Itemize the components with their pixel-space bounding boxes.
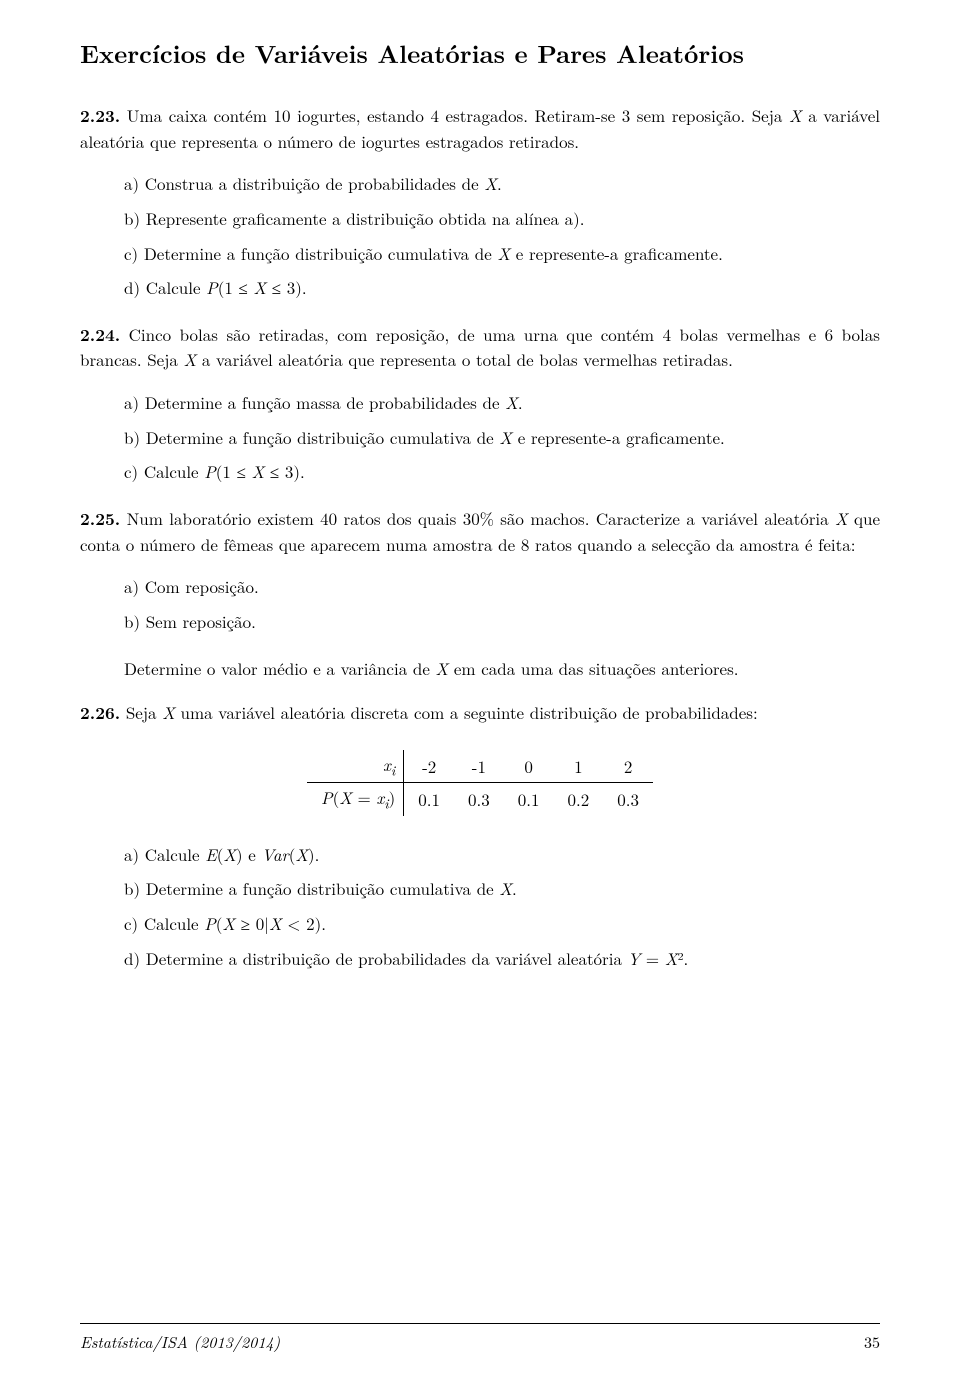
exercise-2-26: 2.26. Seja X uma variável aleatória disc…	[80, 700, 880, 726]
cell: 0.1	[504, 783, 554, 816]
distribution-table: xi -2 -1 0 1 2 P(X = xi) 0.1 0.3 0.1 0.2…	[307, 750, 653, 816]
item-b: b) Represente graficamente a distribuiçã…	[124, 206, 880, 231]
exercise-2-25: 2.25. Num laboratório existem 40 ratos d…	[80, 506, 880, 556]
exercise-2-26-items: a) Calcule E(X) e Var(X). b) Determine a…	[124, 842, 880, 971]
cell: 0.2	[553, 783, 603, 816]
exercise-text: Cinco bolas são retiradas, com reposição…	[80, 322, 880, 372]
section-title: Exercícios de Variáveis Aleatórias e Par…	[80, 36, 880, 71]
cell: 0.3	[454, 783, 504, 816]
item-b: b) Determine a função distribuição cumul…	[124, 876, 880, 901]
exercise-number: 2.25.	[80, 507, 120, 531]
cell: 2	[603, 750, 653, 783]
cell: 0.3	[603, 783, 653, 816]
distribution-table-wrap: xi -2 -1 0 1 2 P(X = xi) 0.1 0.3 0.1 0.2…	[80, 750, 880, 816]
item-b: b) Determine a função distribuição cumul…	[124, 425, 880, 450]
exercise-2-25-post: Determine o valor médio e a variância de…	[124, 656, 880, 681]
item-a: a) Calcule E(X) e Var(X).	[124, 842, 880, 867]
exercise-text: Seja X uma variável aleatória discreta c…	[126, 700, 758, 724]
row-label: xi	[307, 750, 404, 783]
cell: -1	[454, 750, 504, 783]
footer-page-number: 35	[864, 1330, 880, 1353]
row-label: P(X = xi)	[307, 783, 404, 816]
exercise-number: 2.26.	[80, 701, 120, 725]
cell: 0	[504, 750, 554, 783]
footer-left: Estatística/ISA (2013/2014)	[80, 1330, 280, 1353]
table-row: P(X = xi) 0.1 0.3 0.1 0.2 0.3	[307, 783, 653, 816]
exercise-2-24-items: a) Determine a função massa de probabili…	[124, 390, 880, 484]
cell: 0.1	[404, 783, 454, 816]
item-c: c) Determine a função distribuição cumul…	[124, 241, 880, 266]
item-b: b) Sem reposição.	[124, 609, 880, 634]
item-a: a) Determine a função massa de probabili…	[124, 390, 880, 415]
table-row: xi -2 -1 0 1 2	[307, 750, 653, 783]
exercise-number: 2.23.	[80, 104, 120, 128]
item-d: d) Determine a distribuição de probabili…	[124, 946, 880, 971]
exercise-text: Num laboratório existem 40 ratos dos qua…	[80, 506, 880, 556]
cell: 1	[553, 750, 603, 783]
exercise-2-23-items: a) Construa a distribuição de probabilid…	[124, 171, 880, 300]
exercise-text: Uma caixa contém 10 iogurtes, estando 4 …	[80, 103, 880, 153]
item-a: a) Com reposição.	[124, 574, 880, 599]
item-c: c) Calcule P(1 ≤ X ≤ 3).	[124, 459, 880, 484]
page: Exercícios de Variáveis Aleatórias e Par…	[0, 0, 960, 1393]
item-c: c) Calcule P(X ≥ 0|X < 2).	[124, 911, 880, 936]
page-footer: Estatística/ISA (2013/2014) 35	[80, 1323, 880, 1353]
exercise-2-25-items: a) Com reposição. b) Sem reposição.	[124, 574, 880, 633]
exercise-number: 2.24.	[80, 323, 120, 347]
cell: -2	[404, 750, 454, 783]
item-d: d) Calcule P(1 ≤ X ≤ 3).	[124, 275, 880, 300]
exercise-2-23: 2.23. Uma caixa contém 10 iogurtes, esta…	[80, 103, 880, 153]
item-a: a) Construa a distribuição de probabilid…	[124, 171, 880, 196]
exercise-2-24: 2.24. Cinco bolas são retiradas, com rep…	[80, 322, 880, 372]
